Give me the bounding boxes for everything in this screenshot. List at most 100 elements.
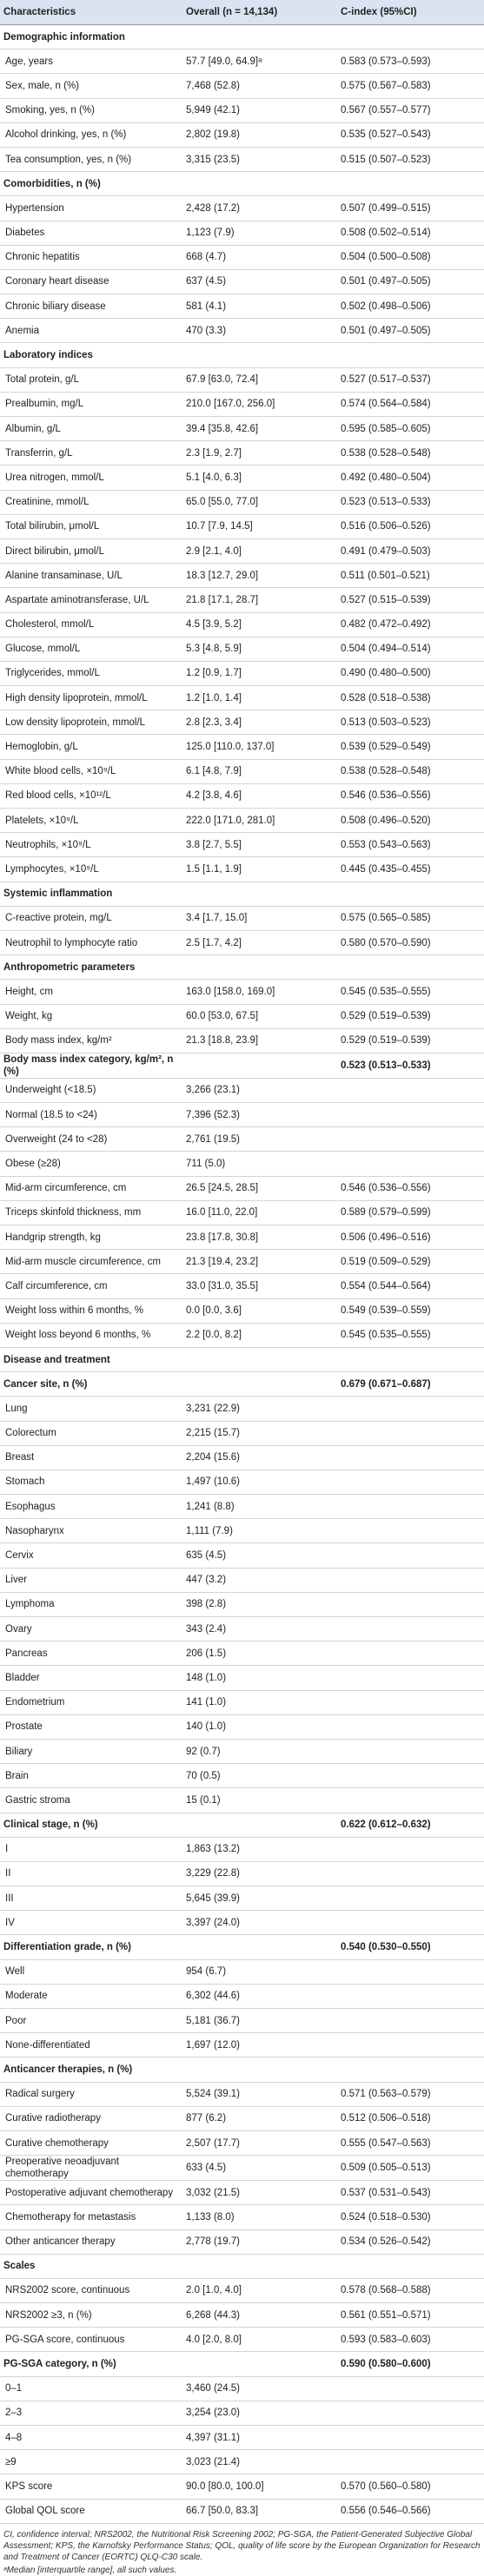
row-label: Poor (0, 2008, 182, 2034)
section-title: Differentiation grade, n (%) (0, 1934, 182, 1960)
cell: 0.0 [0.0, 3.6] (182, 1298, 337, 1324)
cell: 2,778 (19.7) (182, 2229, 337, 2255)
cell: 0.580 (0.570–0.590) (337, 930, 484, 956)
data-row: Tea consumption, yes, n (%) 3,315 (23.5) 0… (0, 147, 484, 173)
data-row: PG-SGA score, continuous 4.0 [2.0, 8.0] 0.… (0, 2327, 484, 2353)
cell (337, 1714, 484, 1740)
cell: 1.2 [0.9, 1.7] (182, 661, 337, 687)
cell: 3.8 [2.7, 5.5] (182, 832, 337, 858)
cell: 2,428 (17.2) (182, 195, 337, 221)
row-label: ≥9 (0, 2449, 182, 2475)
data-row: Alanine transaminase, U/L 18.3 [12.7, 29.… (0, 563, 484, 589)
cell: 0.527 (0.515–0.539) (337, 587, 484, 613)
row-label: White blood cells, ×10⁹/L (0, 759, 182, 784)
cell: 2.9 [2.1, 4.0] (182, 538, 337, 565)
cell: 0.482 (0.472–0.492) (337, 612, 484, 637)
cell: 7,468 (52.8) (182, 73, 337, 99)
cell: 57.7 [49.0, 64.9]ᵃ (182, 49, 337, 75)
cell: 0.523 (0.513–0.533) (337, 490, 484, 515)
cell (337, 1568, 484, 1593)
cell: 0.528 (0.518–0.538) (337, 685, 484, 711)
cell: 1.2 [1.0, 1.4] (182, 685, 337, 711)
cell (182, 1053, 337, 1079)
data-row: III 5,645 (39.9) (0, 1886, 484, 1912)
cell: 141 (1.0) (182, 1690, 337, 1715)
cell: 0.515 (0.507–0.523) (337, 147, 484, 173)
cell: 581 (4.1) (182, 294, 337, 320)
row-label: Coronary heart disease (0, 269, 182, 295)
row-label: NRS2002 score, continuous (0, 2278, 182, 2304)
section-row: Anthropometric parameters (0, 954, 484, 981)
row-label: Breast (0, 1445, 182, 1470)
data-row: 4–8 4,397 (31.1) (0, 2425, 484, 2451)
cell: 140 (1.0) (182, 1714, 337, 1740)
row-label: Neutrophil to lymphocyte ratio (0, 930, 182, 956)
footnotes: CI, confidence interval; NRS2002, the Nu… (0, 2524, 484, 2576)
cell (182, 882, 337, 907)
row-label: Hypertension (0, 195, 182, 221)
cell: 0.578 (0.568–0.588) (337, 2278, 484, 2304)
section-row: Demographic information (0, 24, 484, 50)
row-label: Global QOL score (0, 2499, 182, 2524)
data-row: Breast 2,204 (15.6) (0, 1445, 484, 1470)
row-label: Creatinine, mmol/L (0, 490, 182, 515)
section-cindex (337, 2254, 484, 2279)
cell: 10.7 [7.9, 14.5] (182, 514, 337, 539)
cell (337, 2425, 484, 2451)
cell: 5,949 (42.1) (182, 98, 337, 123)
cell: 66.7 [50.0, 83.3] (182, 2499, 337, 2524)
cell: 954 (6.7) (182, 1959, 337, 1985)
row-label: Gastric stroma (0, 1787, 182, 1813)
data-row: Normal (18.5 to <24) 7,396 (52.3) (0, 1102, 484, 1128)
data-row: High density lipoprotein, mmol/L 1.2 [1.0… (0, 685, 484, 711)
section-title: Laboratory indices (0, 342, 182, 368)
row-label: NRS2002 ≥3, n (%) (0, 2302, 182, 2328)
data-row: Total protein, g/L 67.9 [63.0, 72.4] 0.527… (0, 367, 484, 393)
row-label: Smoking, yes, n (%) (0, 98, 182, 123)
row-label: Urea nitrogen, mmol/L (0, 465, 182, 491)
cell: 21.3 [18.8, 23.9] (182, 1028, 337, 1054)
row-label: Colorectum (0, 1421, 182, 1446)
cell: 343 (2.4) (182, 1616, 337, 1642)
data-row: Curative radiotherapy 877 (6.2) 0.512 (0.5… (0, 2106, 484, 2131)
data-row: Ovary 343 (2.4) (0, 1616, 484, 1642)
row-label: Postoperative adjuvant chemotherapy (0, 2180, 182, 2206)
data-row: Bladder 148 (1.0) (0, 1665, 484, 1691)
cell (182, 1813, 337, 1838)
data-row: Cholesterol, mmol/L 4.5 [3.9, 5.2] 0.482 (… (0, 612, 484, 637)
cell: 0.507 (0.499–0.515) (337, 195, 484, 221)
data-row: Aspartate aminotransferase, U/L 21.8 [17.… (0, 587, 484, 613)
cell: 92 (0.7) (182, 1739, 337, 1765)
cell: 3,397 (24.0) (182, 1910, 337, 1936)
section-title: Scales (0, 2254, 182, 2279)
cell (337, 1763, 484, 1789)
cell: 0.574 (0.564–0.584) (337, 392, 484, 418)
cell: 18.3 [12.7, 29.0] (182, 563, 337, 589)
cell (337, 1641, 484, 1667)
row-label: Aspartate aminotransferase, U/L (0, 587, 182, 613)
data-row: Lymphocytes, ×10⁹/L 1.5 [1.1, 1.9] 0.445 (… (0, 856, 484, 882)
row-label: Neutrophils, ×10⁹/L (0, 832, 182, 858)
cell: 1,111 (7.9) (182, 1518, 337, 1544)
section-title: Anthropometric parameters (0, 954, 182, 981)
table: Characteristics Overall (n = 14,134) C-ind… (0, 0, 484, 2524)
cell: 2.8 [2.3, 3.4] (182, 710, 337, 736)
cell: 2.5 [1.7, 4.2] (182, 930, 337, 956)
cell (182, 2351, 337, 2377)
cell: 0.549 (0.539–0.559) (337, 1298, 484, 1324)
cell (337, 1959, 484, 1985)
data-row: ≥9 3,023 (21.4) (0, 2449, 484, 2475)
row-label: Weight, kg (0, 1004, 182, 1029)
row-label: Overweight (24 to <28) (0, 1126, 182, 1153)
section-row: Body mass index category, kg/m², n (%) 0.… (0, 1053, 484, 1079)
data-row: Sex, male, n (%) 7,468 (52.8) 0.575 (0.567… (0, 73, 484, 99)
cell: 1.5 [1.1, 1.9] (182, 856, 337, 882)
cell: 1,123 (7.9) (182, 221, 337, 246)
row-label: Triceps skinfold thickness, mm (0, 1200, 182, 1226)
data-row: Chronic biliary disease 581 (4.1) 0.502 (0… (0, 294, 484, 320)
row-label: Calf circumference, cm (0, 1273, 182, 1299)
data-row: 2–3 3,254 (23.0) (0, 2401, 484, 2427)
data-row: Mid-arm circumference, cm 26.5 [24.5, 28.… (0, 1176, 484, 1201)
cell: 39.4 [35.8, 42.6] (182, 416, 337, 442)
section-title: Systemic inflammation (0, 882, 182, 907)
